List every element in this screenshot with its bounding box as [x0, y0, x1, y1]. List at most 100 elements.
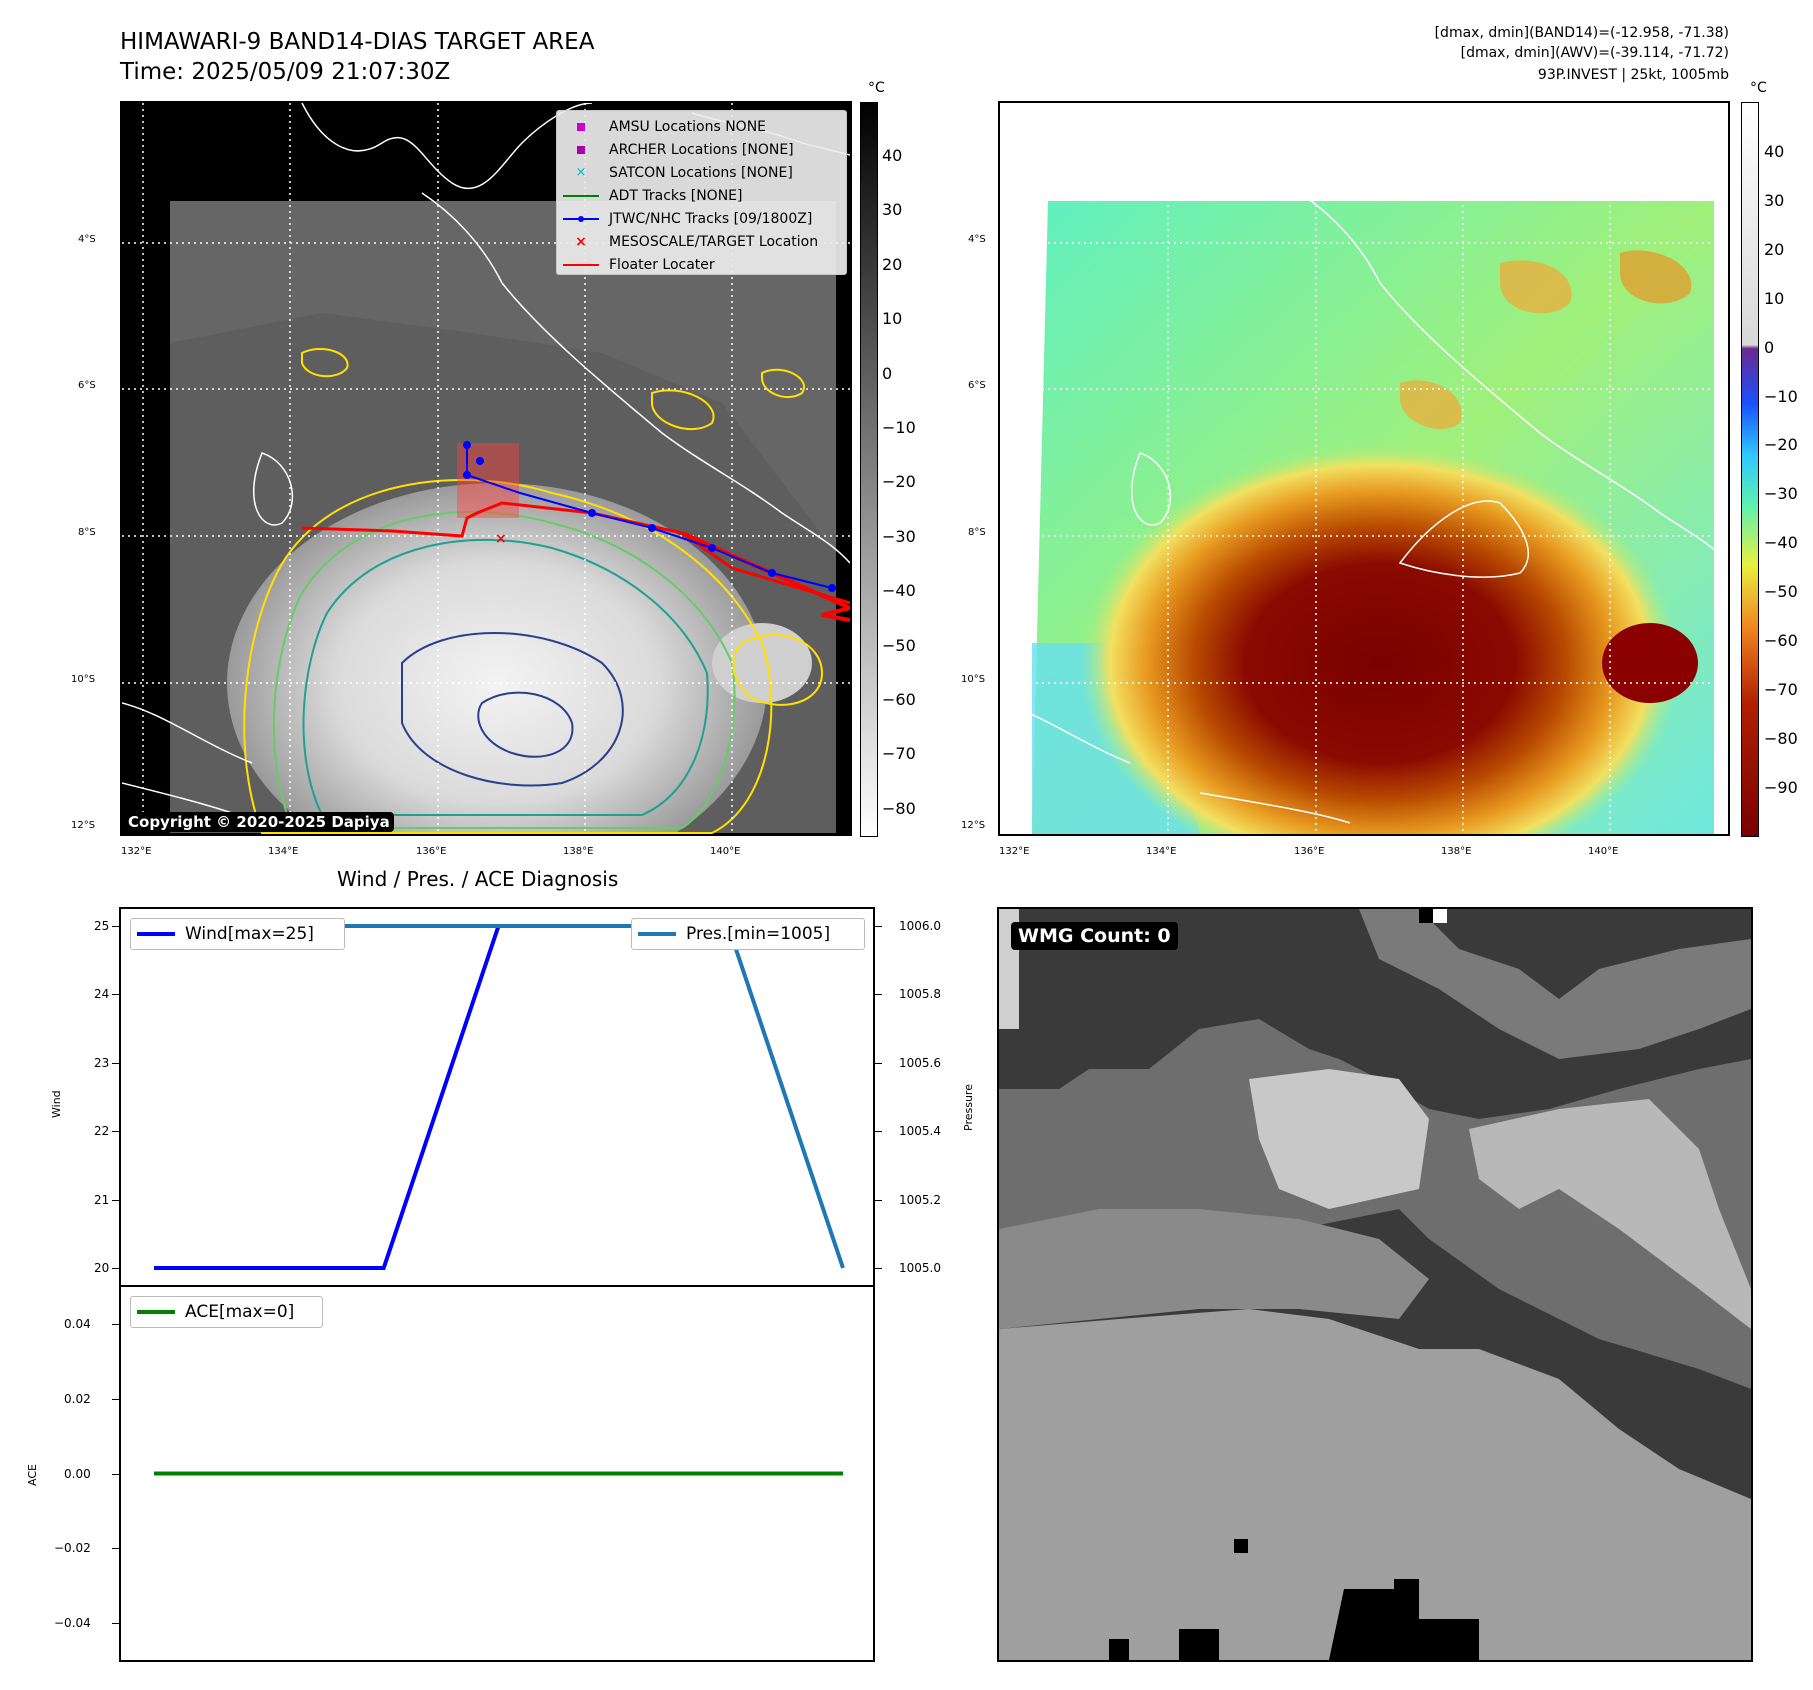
ace-panel	[119, 1285, 875, 1662]
wind-pressure-chart	[154, 924, 845, 1270]
ace-tick-label: 0.02	[64, 1391, 91, 1406]
lat-label-6s: 6°S	[78, 380, 96, 391]
info-storm: 93P.INVEST | 25kt, 1005mb	[1537, 67, 1729, 83]
wind-tick-label: 23	[94, 1055, 110, 1070]
pressure-tick-label: 1005.4	[899, 1124, 941, 1139]
wind-series-line	[154, 924, 843, 1270]
band14-colorbar	[860, 102, 878, 837]
wind-tick-label: 20	[94, 1261, 110, 1275]
legend-item-archer: ARCHER Locations [NONE]	[563, 138, 840, 161]
ace-tick-mark	[112, 1622, 119, 1624]
ace-chart	[154, 1471, 843, 1476]
colorbar-tick: −10	[882, 418, 916, 437]
figure-time: Time: 2025/05/09 21:07:30Z	[120, 59, 451, 85]
info-awv-range: [dmax, dmin](AWV)=(-39.114, -71.72)	[1460, 45, 1729, 61]
colorbar-tick: −10	[1764, 386, 1798, 406]
pressure-legend: Pres.[min=1005]	[631, 918, 865, 950]
ace-tick-mark	[112, 1398, 119, 1400]
pressure-axis-label: Pressure	[962, 1084, 975, 1131]
legend-item-adt: ADT Tracks [NONE]	[563, 184, 840, 207]
ace-legend-label: ACE[max=0]	[185, 1302, 295, 1322]
wind-tick-mark	[112, 1131, 119, 1133]
colorbar-tick: −80	[1764, 728, 1798, 748]
pressure-tick-label: 1005.8	[899, 987, 941, 1002]
pressure-series-line	[154, 924, 845, 1269]
band14-map-panel: × AMSU Locations NONE ARCHER Locations […	[120, 101, 852, 836]
awv-map-panel	[998, 101, 1730, 836]
lat-label-4s: 4°S	[78, 234, 96, 245]
lat-label-10s: 10°S	[71, 674, 96, 685]
colorbar-tick: −60	[882, 690, 916, 709]
wind-legend: Wind[max=25]	[130, 918, 345, 950]
cloud-mass	[227, 483, 767, 834]
wind-tick-label: 25	[94, 919, 110, 933]
wind-tick-mark	[112, 1268, 119, 1269]
pressure-tick-label: 1005.0	[899, 1261, 941, 1275]
colorbar-tick: −80	[882, 798, 916, 818]
awv-colorbar-unit: °C	[1750, 80, 1767, 96]
wind-tick-mark	[112, 1062, 119, 1064]
wind-pressure-panel	[119, 907, 875, 1287]
wind-tick-mark	[112, 926, 119, 927]
wind-tick-label: 21	[94, 1192, 110, 1207]
wmg-panel: WMG Count: 0	[997, 907, 1753, 1662]
legend-item-jtwc: JTWC/NHC Tracks [09/1800Z]	[563, 207, 840, 230]
awv-colorbar	[1741, 102, 1759, 837]
lon-label-140e: 140°E	[710, 846, 741, 857]
ace-tick-label: 0.04	[64, 1317, 91, 1332]
colorbar-tick: −90	[1764, 777, 1798, 797]
lon-label-132e: 132°E	[121, 846, 152, 857]
target-marker: ×	[495, 531, 507, 547]
ace-tick-label: −0.04	[54, 1615, 91, 1630]
wind-tick-label: 22	[94, 1124, 110, 1139]
copyright-badge: Copyright © 2020-2025 Dapiya	[124, 812, 394, 832]
pressure-tick-label: 1006.0	[899, 919, 941, 933]
wind-tick-mark	[112, 1199, 119, 1201]
awv-lat-label-10s: 10°S	[961, 674, 986, 685]
ace-axis-label: ACE	[26, 1464, 39, 1486]
colorbar-tick: 10	[1764, 288, 1785, 308]
colorbar-tick: 40	[1764, 142, 1785, 161]
awv-lon-label-140e: 140°E	[1588, 846, 1619, 857]
figure-title: HIMAWARI-9 BAND14-DIAS TARGET AREA	[120, 29, 595, 55]
colorbar-tick: −40	[882, 581, 916, 601]
wind-tick-mark	[112, 994, 119, 996]
colorbar-tick: −60	[1764, 631, 1798, 650]
colorbar-tick: 20	[1764, 239, 1785, 259]
lat-label-12s: 12°S	[71, 820, 96, 831]
pressure-tick-label: 1005.2	[899, 1192, 941, 1207]
ace-legend: ACE[max=0]	[130, 1296, 323, 1328]
colorbar-tick: −50	[1764, 582, 1798, 602]
map-legend: AMSU Locations NONE ARCHER Locations [NO…	[556, 110, 847, 275]
colorbar-tick: −30	[882, 526, 916, 546]
colorbar-tick: −30	[1764, 484, 1798, 504]
awv-lon-label-132e: 132°E	[999, 846, 1030, 857]
colorbar-tick: −70	[1764, 679, 1798, 699]
wind-legend-label: Wind[max=25]	[185, 924, 314, 944]
ace-tick-label: −0.02	[54, 1541, 91, 1556]
wind-legend-line	[137, 932, 175, 936]
awv-map	[1000, 103, 1728, 834]
awv-lon-label-136e: 136°E	[1294, 846, 1325, 857]
pressure-tick-mark	[875, 1062, 882, 1064]
pressure-tick-mark	[875, 1131, 882, 1133]
lon-label-136e: 136°E	[416, 846, 447, 857]
wmg-count-badge: WMG Count: 0	[1011, 922, 1178, 950]
legend-item-floater: Floater Locater	[563, 253, 840, 276]
awv-lat-label-6s: 6°S	[968, 380, 986, 391]
band14-colorbar-unit: °C	[868, 80, 885, 96]
awv-lon-label-134e: 134°E	[1146, 846, 1177, 857]
legend-item-satcon: × SATCON Locations [NONE]	[575, 164, 793, 181]
ace-tick-label: 0.00	[64, 1466, 91, 1481]
ace-tick-mark	[112, 1548, 119, 1550]
awv-grid	[1000, 103, 1728, 834]
lon-label-138e: 138°E	[563, 846, 594, 857]
lat-label-8s: 8°S	[78, 527, 96, 538]
colorbar-tick: 40	[882, 146, 903, 165]
colorbar-tick: −40	[1764, 533, 1798, 553]
ace-tick-mark	[112, 1473, 119, 1475]
pressure-tick-mark	[875, 994, 882, 996]
colorbar-tick: 0	[882, 363, 893, 383]
legend-item-amsu: AMSU Locations NONE	[563, 115, 840, 138]
colorbar-tick: −20	[882, 472, 916, 492]
